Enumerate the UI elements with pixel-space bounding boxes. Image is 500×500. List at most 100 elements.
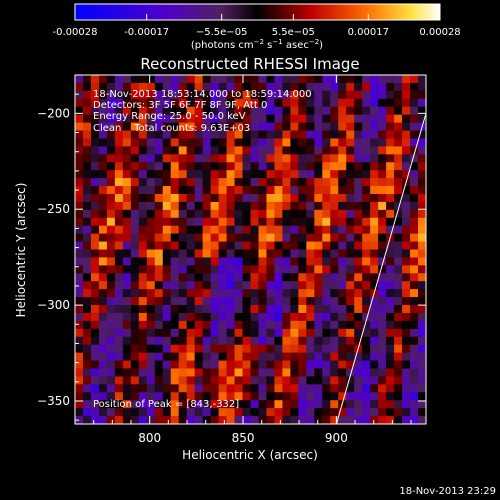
heatmap-cell [242,106,252,116]
heatmap-cell [386,384,395,393]
heatmap-cell [202,75,212,84]
heatmap-cell [90,162,100,171]
heatmap-cell [314,114,323,124]
heatmap-cell [322,75,331,84]
heatmap-cell [266,408,276,417]
heatmap-cell [274,265,284,274]
heatmap-cell [282,344,291,354]
heatmap-cell [210,178,220,187]
heatmap-cell [378,336,387,346]
heatmap-cell [194,408,204,417]
heatmap-cell [90,249,100,259]
heatmap-cell [234,384,244,393]
heatmap-cell [218,170,228,179]
heatmap-cell [386,368,395,378]
heatmap-cell [130,312,140,322]
heatmap-cell [170,186,180,195]
heatmap-cell [186,178,196,187]
heatmap-cell [250,217,260,227]
heatmap-cell [266,257,276,266]
heatmap-cell [338,281,347,290]
heatmap-cell [314,376,323,385]
heatmap-cell [274,146,284,155]
heatmap-cell [218,392,228,401]
heatmap-cell [362,138,371,147]
heatmap-cell [378,154,387,163]
heatmap-cell [106,312,116,322]
heatmap-cell [226,106,236,116]
heatmap-cell [330,392,339,401]
heatmap-cell [146,209,156,219]
heatmap-cell [330,178,339,187]
heatmap-cell [306,90,315,100]
heatmap-cell [354,186,363,195]
heatmap-cell [322,265,331,274]
heatmap-cell [418,392,426,401]
heatmap-cell [402,146,411,155]
heatmap-cell [154,368,164,378]
heatmap-cell [186,360,196,370]
heatmap-cell [386,114,395,124]
heatmap-cell [274,114,284,124]
heatmap-cell [306,297,315,306]
heatmap-cell [106,384,116,393]
heatmap-cell [82,186,92,195]
heatmap-cell [290,98,299,108]
heatmap-cell [370,138,379,147]
heatmap-cell [106,122,116,132]
heatmap-cell [114,384,124,393]
heatmap-cell [218,384,228,393]
heatmap-cell [338,320,347,330]
heatmap-cell [226,82,236,92]
heatmap-cell [402,90,411,100]
heatmap-cell [418,336,426,346]
heatmap-cell [362,400,371,409]
heatmap-cell [370,368,379,378]
heatmap-cell [306,400,315,409]
heatmap-cell [75,90,84,100]
heatmap-cell [346,289,355,298]
heatmap-cell [154,217,164,227]
heatmap-cell [282,90,291,100]
heatmap-cell [98,305,108,314]
heatmap-cell [282,209,291,219]
heatmap-cell [178,273,188,282]
heatmap-cell [186,241,196,251]
heatmap-cell [290,193,299,203]
heatmap-cell [186,201,196,211]
heatmap-cell [82,376,92,385]
heatmap-cell [282,122,291,132]
heatmap-cell [362,193,371,203]
heatmap-cell [322,193,331,203]
heatmap-cell [282,114,291,124]
heatmap-cell [146,178,156,187]
heatmap-cell [98,265,108,274]
heatmap-cell [410,392,419,401]
heatmap-cell [90,209,100,219]
heatmap-cell [282,138,291,147]
heatmap-cell [330,82,339,92]
heatmap-cell [218,162,228,171]
heatmap-cell [234,289,244,298]
heatmap-cell [202,336,212,346]
heatmap-cell [330,106,339,116]
heatmap-cell [178,352,188,362]
heatmap-cell [194,138,204,147]
heatmap-cell [226,297,236,306]
heatmap-cell [322,305,331,314]
heatmap-cell [138,82,148,92]
heatmap-cell [226,344,236,354]
heatmap-cell [354,90,363,100]
heatmap-cell [362,368,371,378]
heatmap-cell [274,392,284,401]
heatmap-cell [266,297,276,306]
heatmap-cell [202,241,212,251]
heatmap-cell [250,289,260,298]
heatmap-cell [114,376,124,385]
heatmap-cell [410,186,419,195]
heatmap-cell [290,368,299,378]
heatmap-cell [266,90,276,100]
heatmap-cell [306,376,315,385]
heatmap-cell [338,344,347,354]
heatmap-cell [226,193,236,203]
